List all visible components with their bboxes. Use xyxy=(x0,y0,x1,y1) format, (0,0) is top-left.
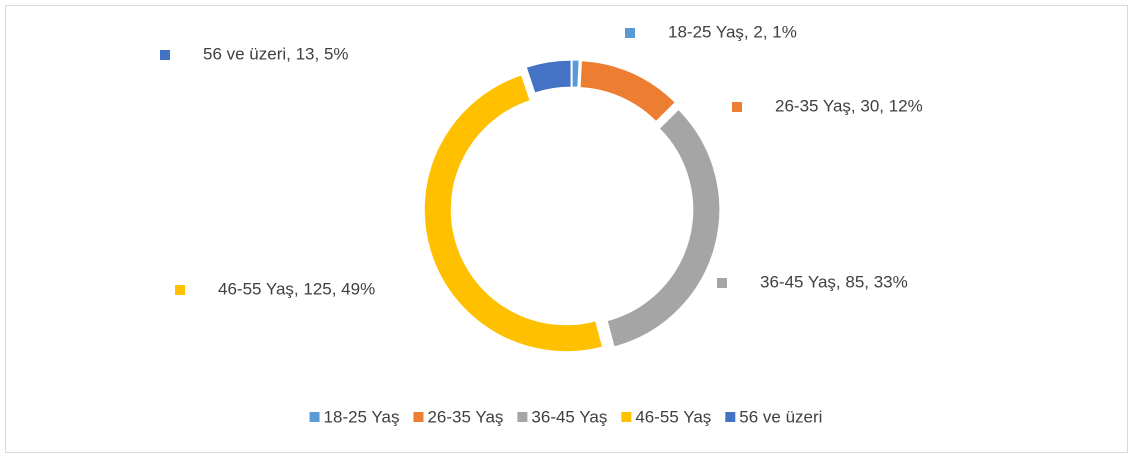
label-marker xyxy=(717,278,727,288)
data-label: 56 ve üzeri, 13, 5% xyxy=(203,44,349,63)
label-marker xyxy=(160,50,170,60)
label-marker xyxy=(625,28,635,38)
donut-slice xyxy=(579,60,676,123)
legend-label: 46-55 Yaş xyxy=(635,407,711,426)
donut-slice xyxy=(571,59,580,88)
legend-marker xyxy=(309,412,320,422)
data-label: 18-25 Yaş, 2, 1% xyxy=(668,22,797,41)
label-marker xyxy=(732,102,742,112)
data-label: 46-55 Yaş, 125, 49% xyxy=(218,279,375,298)
label-marker xyxy=(175,285,185,295)
legend-marker xyxy=(517,412,528,422)
legend-label: 56 ve üzeri xyxy=(739,407,822,426)
donut-slice xyxy=(423,74,604,353)
legend-marker xyxy=(413,412,424,422)
donut-slice xyxy=(525,59,572,94)
legend-label: 18-25 Yaş xyxy=(324,407,400,426)
legend-label: 26-35 Yaş xyxy=(427,407,503,426)
legend-label: 36-45 Yaş xyxy=(531,407,607,426)
legend-marker xyxy=(725,412,736,422)
donut-slice xyxy=(606,108,721,348)
data-label: 26-35 Yaş, 30, 12% xyxy=(775,96,923,115)
data-label: 36-45 Yaş, 85, 33% xyxy=(760,272,908,291)
legend-marker xyxy=(621,412,632,422)
